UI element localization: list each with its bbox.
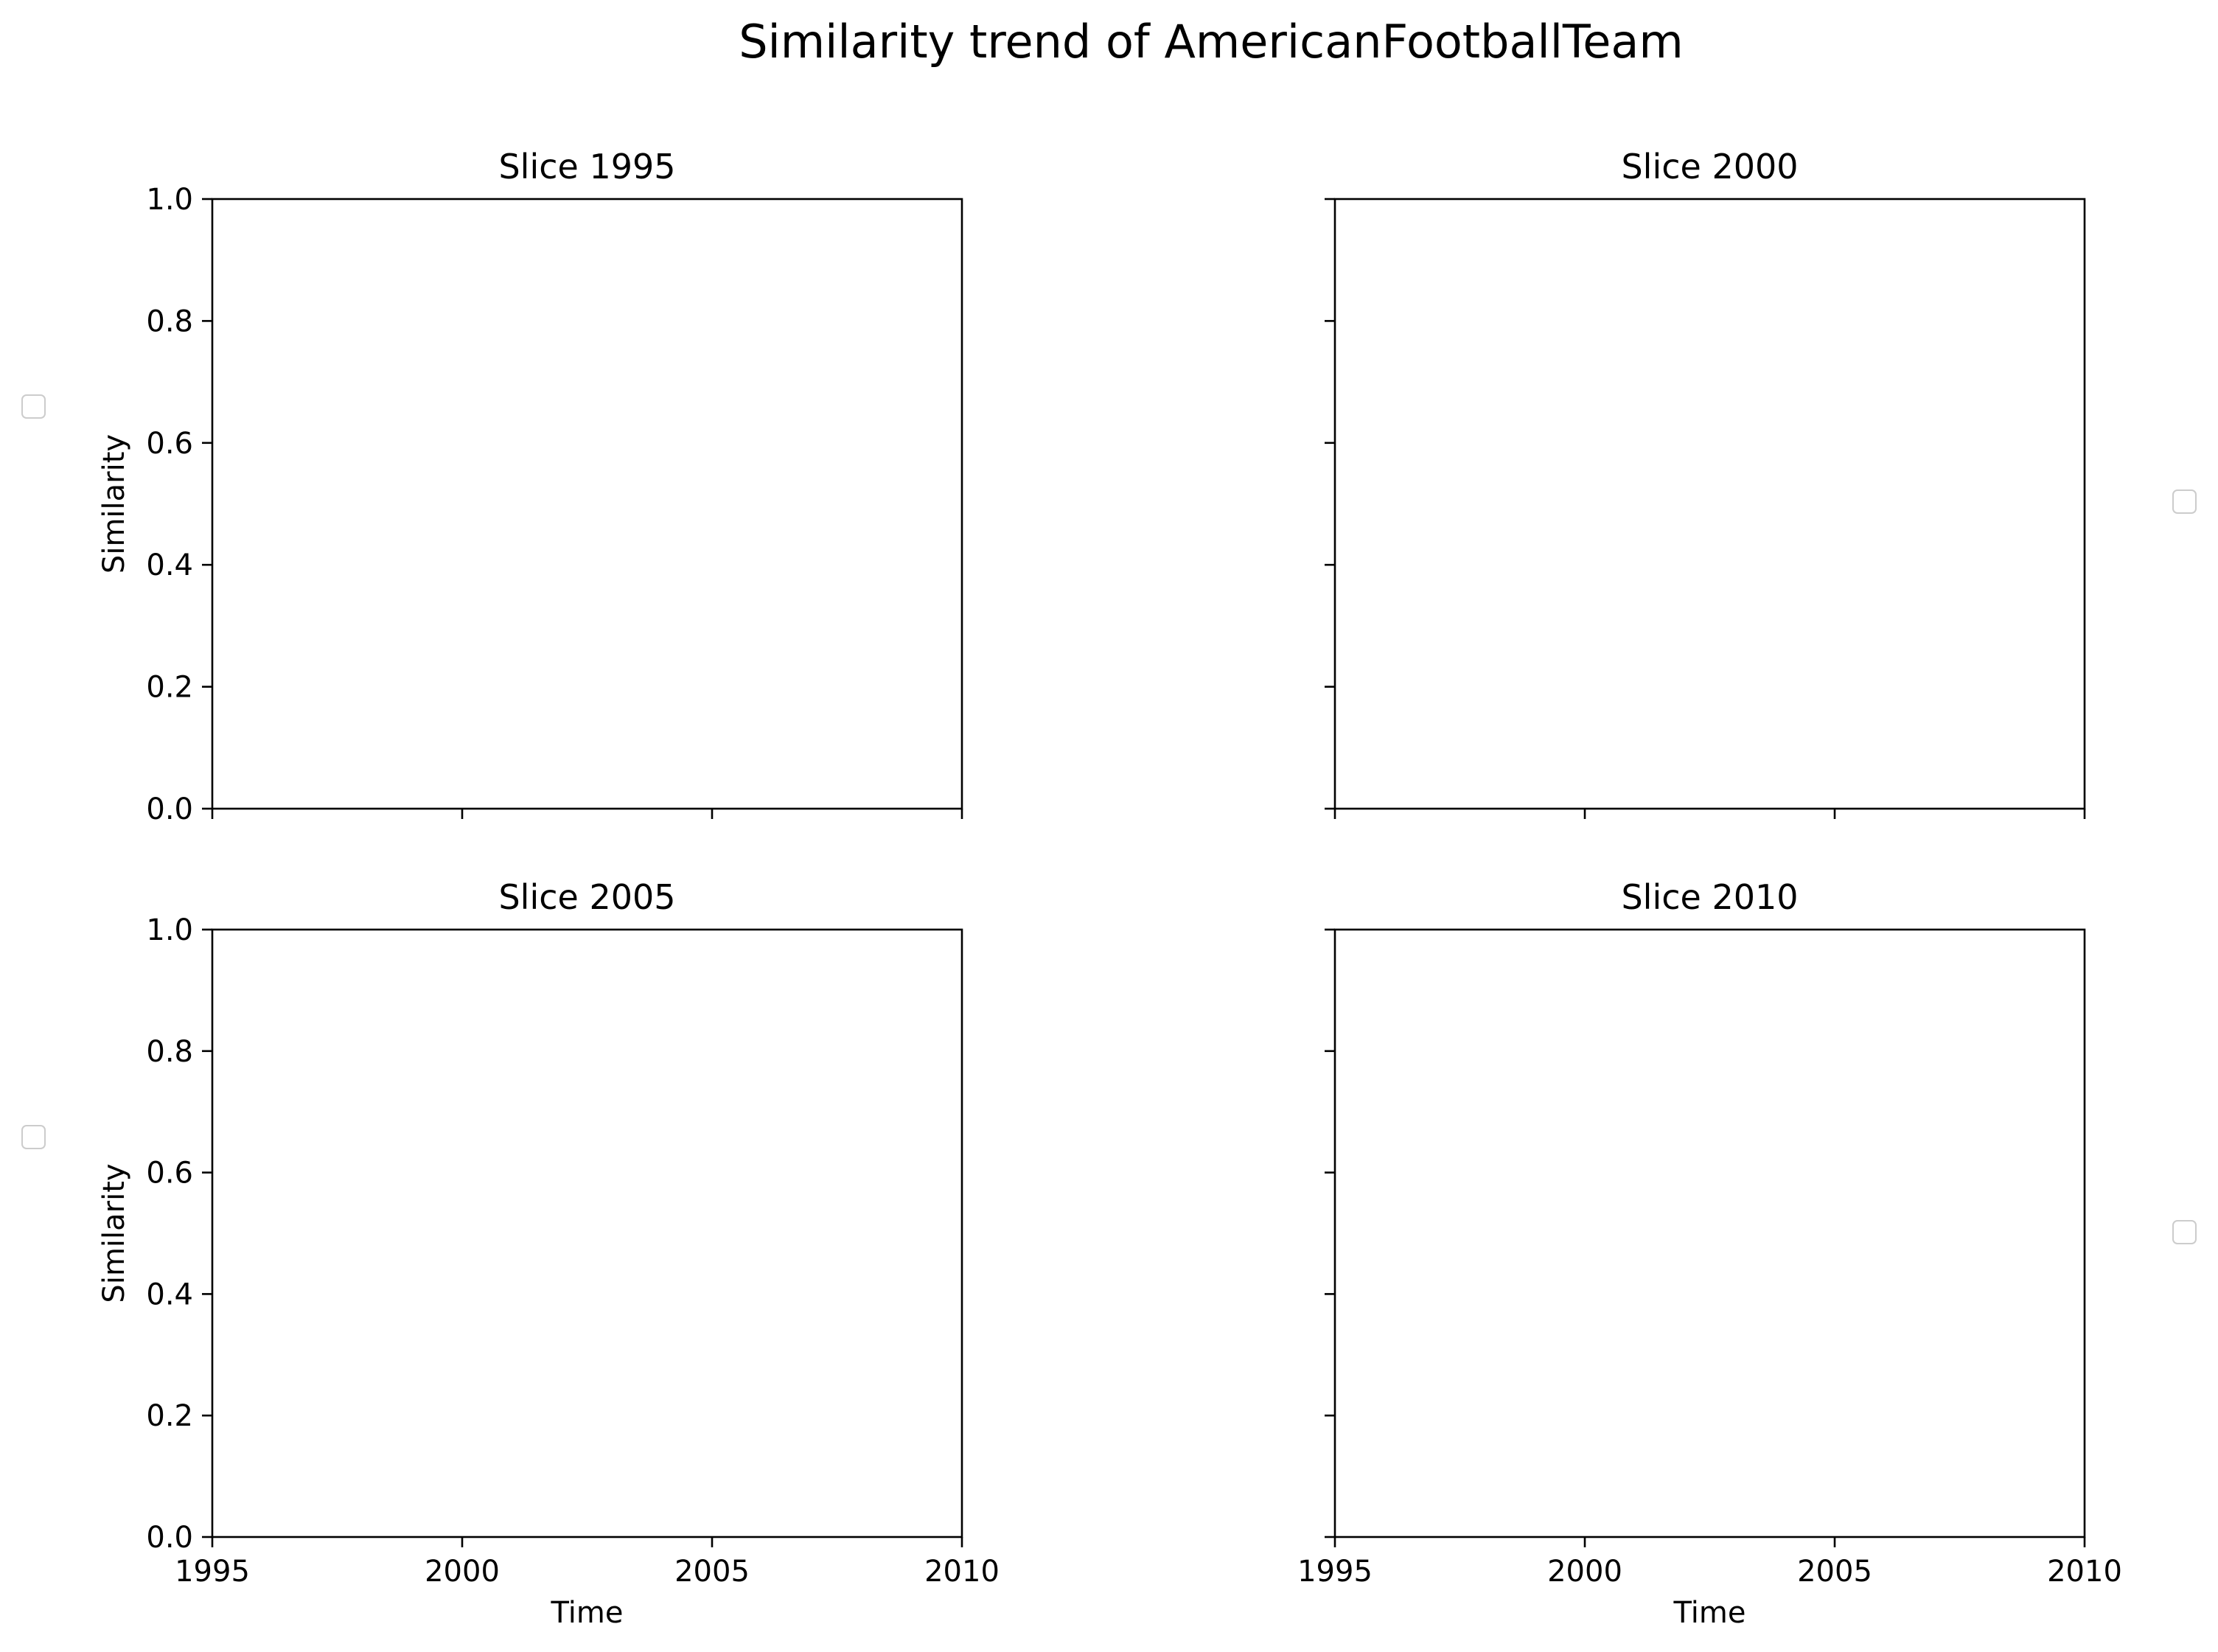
y-axis-label: Similarity	[97, 434, 131, 574]
plot-area	[1333, 198, 2086, 810]
y-tick-label: 0.6	[146, 1157, 193, 1191]
legend-box	[21, 1125, 46, 1149]
y-tick-label: 0.4	[146, 548, 193, 582]
y-tick-label: 0.4	[146, 1278, 193, 1311]
subplot-title: Slice 1995	[498, 147, 675, 187]
subplot-1: Slice 1995 0.0 0.2 0.4 0.6 0.8 1.0 Similarity	[21, 147, 963, 826]
x-axis-label: Time	[551, 1596, 624, 1630]
subplot-grid: Slice 19950.00.20.40.60.81.0SimilaritySl…	[21, 147, 2197, 1630]
subplot-2: Slice 2000	[1325, 147, 2197, 819]
plot-area	[211, 198, 963, 810]
y-tick-label: 0.0	[146, 1521, 193, 1555]
y-tick-label: 1.0	[146, 913, 193, 947]
subplot-title: Slice 2010	[1621, 877, 1798, 917]
y-tick-label: 0.2	[146, 1399, 193, 1433]
y-tick-label: 0.8	[146, 1035, 193, 1069]
legend-box	[2172, 489, 2197, 514]
chart-title: Similarity trend of AmericanFootballTeam	[739, 15, 1684, 69]
x-tick-label: 2005	[1797, 1555, 1872, 1589]
subplot-title: Slice 2005	[498, 877, 675, 917]
y-tick-label: 0.6	[146, 427, 193, 461]
plot-area	[211, 928, 963, 1538]
x-tick-label: 2000	[425, 1555, 500, 1589]
y-tick-label: 0.0	[146, 792, 193, 826]
y-tick-label: 1.0	[146, 183, 193, 217]
x-axis-label: Time	[1673, 1596, 1746, 1630]
legend-box	[21, 394, 46, 419]
y-tick-label: 0.8	[146, 304, 193, 338]
plot-area	[1333, 928, 2086, 1538]
legend-box	[2172, 1220, 2197, 1244]
x-tick-label: 2010	[924, 1555, 1000, 1589]
x-tick-label: 1995	[1297, 1555, 1373, 1589]
y-axis-label: Similarity	[97, 1163, 131, 1303]
subplot-4: Slice 2010 1995 2000 2005 2010 Time	[1297, 877, 2197, 1630]
subplot-3: Slice 2005 0.0 0.2 0.4 0.6 0.8 1.0 1995 2000 2005…	[21, 877, 1000, 1630]
x-tick-label: 1995	[175, 1555, 250, 1589]
subplot-title: Slice 2000	[1621, 147, 1798, 187]
x-tick-label: 2005	[674, 1555, 750, 1589]
y-tick-label: 0.2	[146, 671, 193, 705]
x-tick-label: 2010	[2047, 1555, 2122, 1589]
x-tick-label: 2000	[1547, 1555, 1622, 1589]
